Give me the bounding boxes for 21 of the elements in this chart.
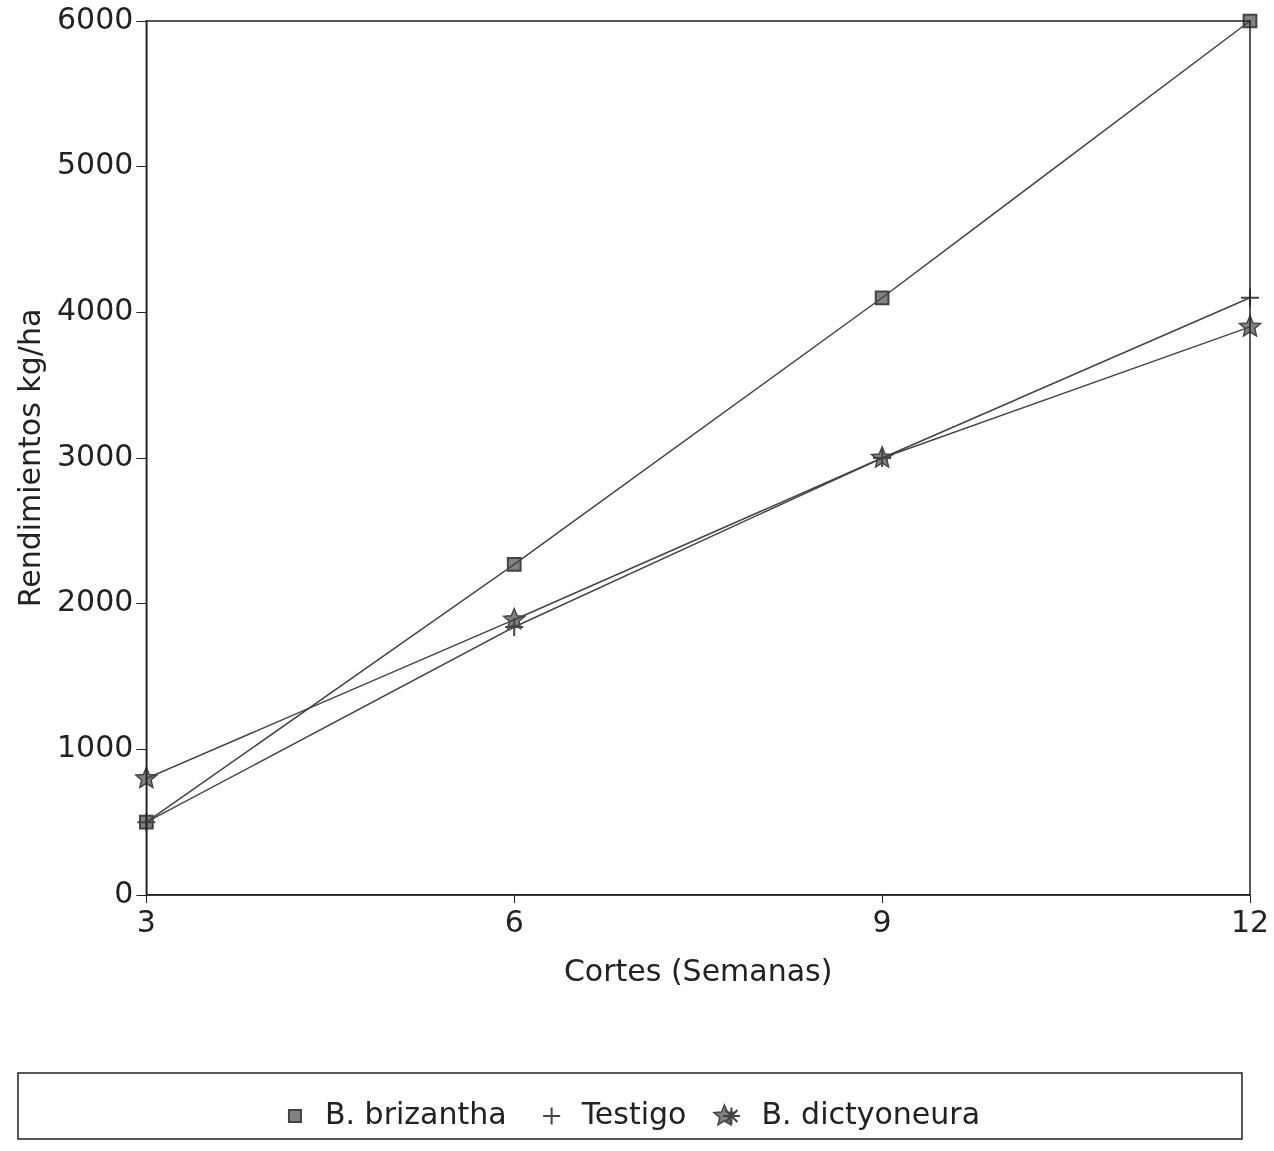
y-tick-label: 2000 xyxy=(56,583,134,619)
x-axis-title: Cortes (Semanas) xyxy=(563,952,833,988)
x-tick-label: 6 xyxy=(504,903,524,939)
y-tick-label: 1000 xyxy=(56,729,134,765)
point xyxy=(135,766,158,789)
legend-label: B. dictyoneura xyxy=(761,1095,981,1131)
point xyxy=(874,290,890,306)
x-tick-label: 12 xyxy=(1230,903,1270,939)
y-tick-label: 4000 xyxy=(56,292,134,328)
point xyxy=(503,607,526,630)
point xyxy=(504,616,525,637)
y-tick-label: 5000 xyxy=(56,146,134,182)
y-axis-title: Rendimientos kg/ha xyxy=(11,308,47,608)
x-tick-label: 9 xyxy=(872,903,892,939)
legend-label: Testigo xyxy=(580,1095,687,1131)
y-tick-label: 6000 xyxy=(56,0,134,36)
legend-label: B. brizantha xyxy=(324,1095,507,1131)
y-tick-label: 0 xyxy=(114,874,134,910)
y-tick-label: 3000 xyxy=(56,437,134,473)
point xyxy=(506,556,522,572)
x-tick-label: 3 xyxy=(136,903,156,939)
